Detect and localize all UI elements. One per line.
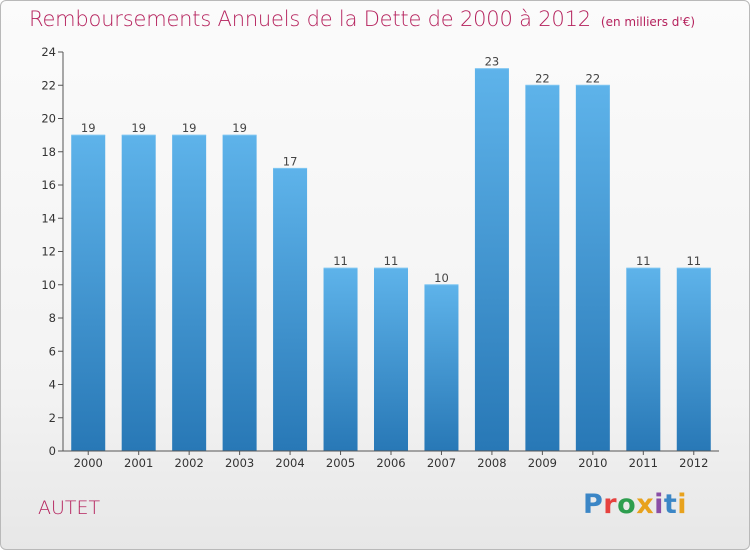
logo-letter: x — [636, 489, 655, 520]
data-label: 11 — [384, 254, 399, 268]
unit-note: (en milliers d'€) — [600, 15, 696, 29]
data-label: 22 — [535, 71, 550, 85]
logo-letter: o — [617, 489, 637, 520]
data-label: 19 — [131, 121, 146, 135]
y-tick-label: 4 — [49, 378, 56, 392]
data-label: 19 — [81, 121, 96, 135]
data-label: 23 — [485, 55, 500, 69]
bar — [71, 135, 106, 451]
bar — [121, 135, 156, 451]
bar — [374, 268, 408, 451]
data-label: 11 — [636, 254, 651, 268]
bar — [525, 85, 560, 451]
y-tick-label: 2 — [49, 411, 56, 425]
bar — [323, 268, 358, 451]
x-tick-label: 2000 — [74, 456, 103, 470]
x-tick-label: 2007 — [427, 456, 456, 470]
y-tick-label: 14 — [41, 211, 56, 225]
y-tick-label: 10 — [41, 278, 56, 292]
y-tick-label: 16 — [41, 178, 56, 192]
logo-letter: P — [583, 489, 604, 520]
bar — [676, 268, 711, 451]
y-tick-label: 0 — [49, 444, 56, 458]
data-label: 22 — [586, 71, 601, 85]
y-tick-label: 18 — [41, 145, 56, 159]
bar — [172, 135, 207, 451]
y-tick-label: 20 — [41, 112, 56, 126]
bar — [424, 284, 459, 451]
bar — [222, 135, 257, 451]
x-tick-label: 2008 — [477, 456, 506, 470]
data-label: 11 — [686, 254, 701, 268]
bars-group: 19 19 19 19 17 11 11 10 23 22 22 11 11 — [71, 55, 711, 451]
x-tick-label: 2012 — [679, 456, 708, 470]
title-row: Remboursements Annuels de la Dette de 20… — [29, 7, 695, 31]
bar — [273, 168, 308, 451]
x-tick-label: 2002 — [175, 456, 204, 470]
y-tick-label: 12 — [41, 245, 56, 259]
y-tick-label: 8 — [49, 311, 56, 325]
data-label: 19 — [182, 121, 197, 135]
data-label: 10 — [434, 271, 449, 285]
x-tick-label: 2005 — [326, 456, 355, 470]
logo-letter: i — [677, 489, 688, 520]
bar — [575, 85, 610, 451]
data-label: 19 — [232, 121, 247, 135]
y-tick-label: 6 — [49, 344, 56, 358]
logo-letter: t — [663, 489, 678, 520]
chart-title: Remboursements Annuels de la Dette de 20… — [29, 7, 591, 31]
x-tick-label: 2009 — [528, 456, 557, 470]
bar — [474, 68, 509, 451]
x-tick-label: 2011 — [629, 456, 658, 470]
logo-letter: i — [654, 489, 664, 520]
x-tick-label: 2001 — [124, 456, 153, 470]
bar — [626, 268, 661, 451]
y-tick-label: 22 — [41, 78, 56, 92]
x-tick-label: 2006 — [376, 456, 405, 470]
logo-letter: r — [603, 489, 618, 520]
commune-name: AUTET — [38, 497, 101, 519]
x-tick-label: 2003 — [225, 456, 254, 470]
proxiti-logo: Proxiti — [583, 489, 687, 520]
x-tick-label: 2004 — [275, 456, 304, 470]
y-tick-label: 24 — [41, 45, 56, 59]
data-label: 17 — [283, 154, 298, 168]
data-label: 11 — [333, 254, 348, 268]
x-tick-label: 2010 — [578, 456, 607, 470]
